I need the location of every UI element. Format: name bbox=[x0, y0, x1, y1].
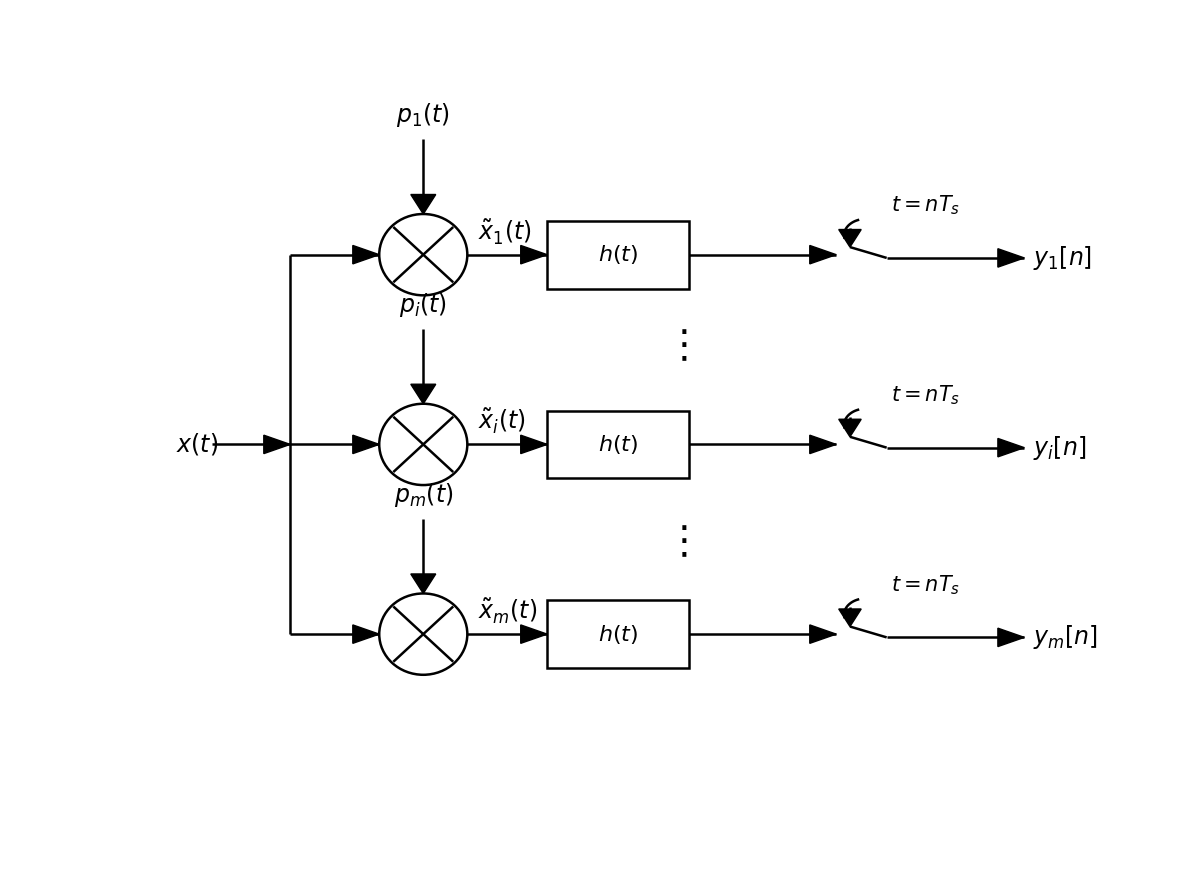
Polygon shape bbox=[353, 436, 379, 453]
Polygon shape bbox=[810, 436, 836, 453]
Text: $\vdots$: $\vdots$ bbox=[664, 524, 687, 561]
Polygon shape bbox=[521, 246, 547, 264]
Text: $h(t)$: $h(t)$ bbox=[598, 433, 638, 456]
Polygon shape bbox=[838, 419, 861, 436]
Text: $p_1(t)$: $p_1(t)$ bbox=[397, 101, 450, 129]
Bar bbox=[547, 410, 689, 478]
Text: $y_i[n]$: $y_i[n]$ bbox=[1034, 434, 1087, 462]
Polygon shape bbox=[810, 246, 836, 264]
Text: $\tilde{x}_m(t)$: $\tilde{x}_m(t)$ bbox=[478, 597, 538, 626]
Text: $\tilde{x}_1(t)$: $\tilde{x}_1(t)$ bbox=[478, 217, 532, 246]
Text: $y_1[n]$: $y_1[n]$ bbox=[1034, 244, 1093, 272]
Polygon shape bbox=[411, 194, 436, 214]
Bar bbox=[547, 600, 689, 668]
Polygon shape bbox=[264, 436, 290, 453]
Polygon shape bbox=[411, 574, 436, 593]
Text: $h(t)$: $h(t)$ bbox=[598, 623, 638, 646]
Polygon shape bbox=[998, 249, 1024, 268]
Text: $p_m(t)$: $p_m(t)$ bbox=[393, 480, 453, 509]
Polygon shape bbox=[353, 625, 379, 643]
Polygon shape bbox=[353, 246, 379, 264]
Text: $t = nT_s$: $t = nT_s$ bbox=[892, 194, 960, 217]
Text: $\vdots$: $\vdots$ bbox=[664, 327, 687, 365]
Polygon shape bbox=[998, 628, 1024, 647]
Text: $y_m[n]$: $y_m[n]$ bbox=[1034, 623, 1099, 651]
Text: $\tilde{x}_i(t)$: $\tilde{x}_i(t)$ bbox=[478, 407, 526, 436]
Bar bbox=[547, 221, 689, 289]
Text: $t = nT_s$: $t = nT_s$ bbox=[892, 573, 960, 597]
Polygon shape bbox=[810, 625, 836, 643]
Polygon shape bbox=[521, 625, 547, 643]
Polygon shape bbox=[838, 609, 861, 627]
Polygon shape bbox=[411, 385, 436, 404]
Text: $p_i(t)$: $p_i(t)$ bbox=[399, 291, 448, 319]
Polygon shape bbox=[521, 436, 547, 453]
Text: $h(t)$: $h(t)$ bbox=[598, 243, 638, 266]
Text: $t = nT_s$: $t = nT_s$ bbox=[892, 384, 960, 407]
Text: $x(t)$: $x(t)$ bbox=[175, 431, 218, 458]
Polygon shape bbox=[838, 230, 861, 247]
Polygon shape bbox=[998, 438, 1024, 457]
